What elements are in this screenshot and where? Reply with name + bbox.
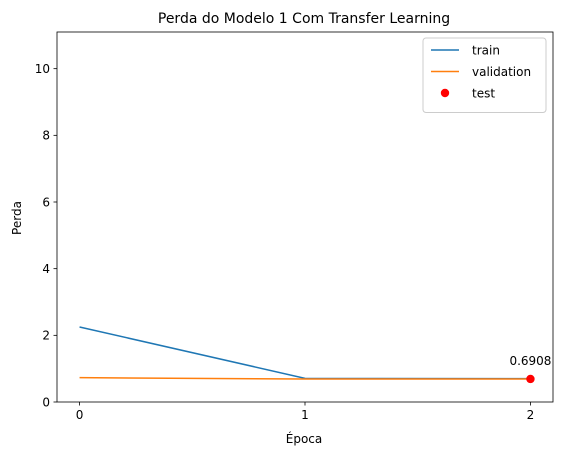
legend-label-test: test [472,86,495,100]
x-tick-label-1: 1 [301,408,309,422]
x-axis: 0 1 2 [76,402,535,422]
x-axis-label: Época [286,431,323,446]
y-tick-label-5: 10 [35,62,50,76]
legend-box [422,37,547,113]
legend-label-validation: validation [472,65,531,79]
y-tick-label-2: 4 [42,262,50,276]
legend-label-train: train [472,43,500,57]
y-axis-label: Perda [10,201,24,235]
point-test-0 [526,374,535,384]
chart-title: Perda do Modelo 1 Com Transfer Learning [158,11,450,27]
legend: train validation test [422,37,547,113]
y-tick-label-3: 6 [42,195,50,209]
y-axis: 0 2 4 6 8 10 [35,62,57,409]
y-tick-label-1: 2 [42,329,50,343]
series-line-validation [79,376,531,380]
data-label-0: 0.6908 [509,354,551,368]
x-tick-label-2: 2 [527,408,535,422]
legend-swatch-test [440,88,450,98]
series-line-train [79,326,531,380]
y-tick-label-4: 8 [42,129,50,143]
x-tick-label-0: 0 [76,408,84,422]
y-tick-label-0: 0 [42,395,50,409]
